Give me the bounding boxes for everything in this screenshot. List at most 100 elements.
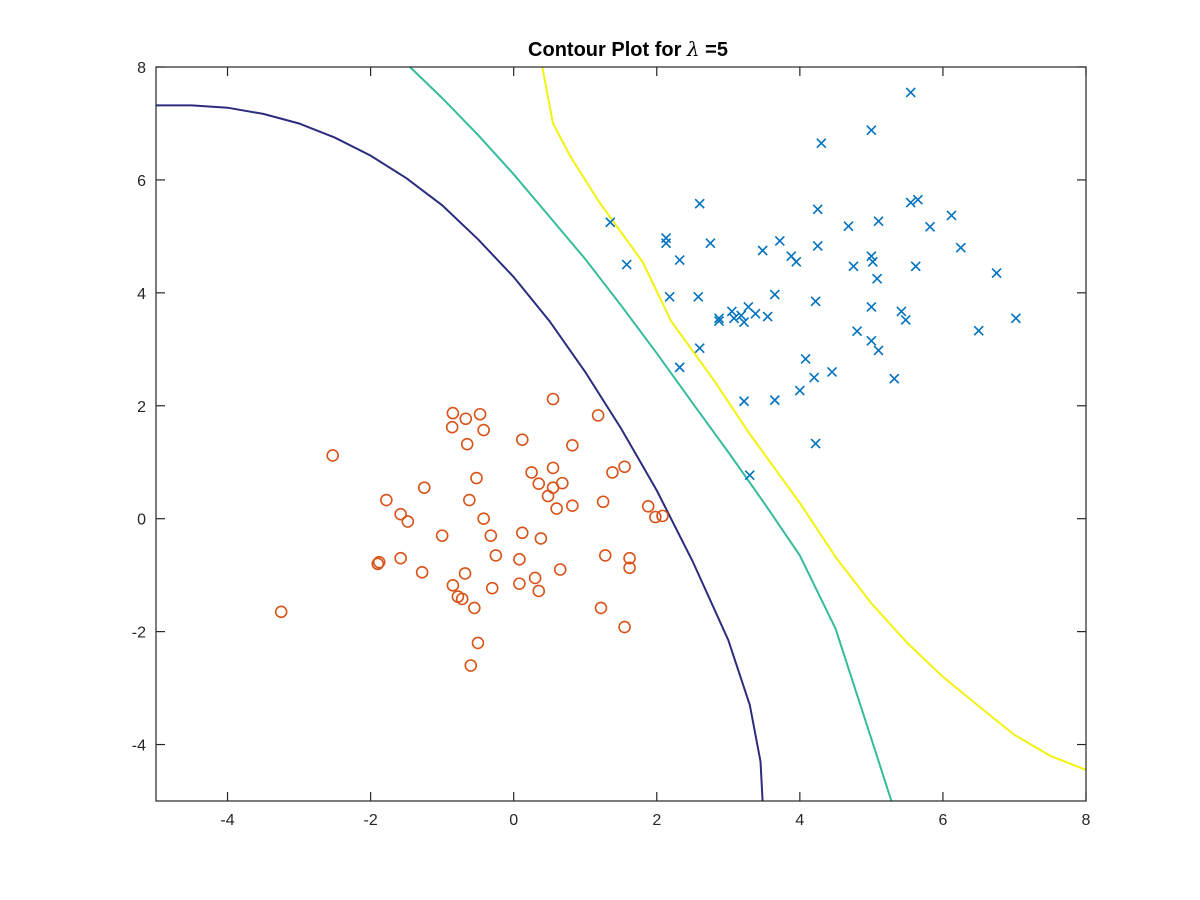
- circle-marker: [546, 461, 560, 475]
- x-marker: [769, 289, 780, 300]
- x-marker: [794, 385, 805, 396]
- x-marker: [889, 373, 900, 384]
- x-marker: [848, 261, 859, 272]
- x-tick-label: 6: [938, 812, 947, 829]
- x-marker: [912, 194, 923, 205]
- x-marker: [621, 259, 632, 270]
- axes-box: [155, 66, 1087, 802]
- contour-line-1: [156, 104, 764, 802]
- x-marker: [1010, 313, 1021, 324]
- circle-marker: [473, 407, 487, 421]
- x-marker: [713, 313, 725, 324]
- circle-marker: [541, 489, 555, 503]
- circle-marker: [394, 551, 407, 565]
- x-marker: [694, 198, 705, 209]
- x-marker: [867, 256, 878, 267]
- x-marker: [826, 366, 838, 377]
- circle-marker: [435, 529, 449, 542]
- axis-ticks: -4 -2 0 2 4 6 8 -4 -2 0 2 4 6 8: [132, 60, 1091, 829]
- x-marker: [738, 396, 750, 407]
- circle-marker: [394, 507, 407, 521]
- circle-marker: [623, 551, 636, 565]
- x-marker: [744, 470, 755, 481]
- circle-marker: [468, 601, 481, 615]
- circle-marker: [546, 392, 560, 406]
- circle-marker: [656, 509, 669, 523]
- x-marker: [973, 325, 984, 336]
- circle-marker: [446, 579, 460, 592]
- x-tick-label: 0: [509, 812, 518, 829]
- circle-marker: [458, 567, 472, 580]
- circle-marker: [513, 553, 526, 566]
- x-marker: [661, 238, 672, 249]
- circle-marker: [532, 477, 546, 490]
- circle-marker: [525, 466, 538, 479]
- x-marker: [866, 335, 877, 346]
- x-marker: [905, 197, 916, 208]
- x-marker: [896, 306, 907, 317]
- circle-marker: [528, 571, 542, 585]
- x-marker: [905, 87, 916, 98]
- x-tick-label: 2: [652, 812, 661, 829]
- x-marker: [946, 210, 957, 221]
- x-marker: [812, 240, 823, 252]
- circle-marker: [513, 577, 526, 590]
- x-marker: [713, 316, 725, 327]
- x-marker: [955, 242, 966, 253]
- chart-title: Contour Plot for λ =5: [528, 37, 728, 61]
- circle-marker: [477, 512, 490, 525]
- circle-marker: [515, 433, 529, 446]
- x-marker: [705, 238, 716, 249]
- x-marker: [873, 345, 884, 356]
- circle-marker: [566, 438, 579, 452]
- title-prefix: Contour Plot for: [528, 39, 687, 61]
- x-marker: [738, 317, 750, 328]
- x-marker: [816, 138, 827, 149]
- circle-marker: [446, 406, 460, 420]
- x-marker: [762, 311, 773, 322]
- circle-marker: [371, 557, 385, 571]
- circle-marker: [596, 495, 610, 509]
- x-marker: [736, 310, 747, 321]
- x-marker: [694, 343, 705, 354]
- contour-line-3: [541, 66, 1087, 771]
- x-marker: [810, 296, 821, 307]
- x-marker: [664, 291, 675, 302]
- x-marker: [661, 233, 672, 244]
- x-tick-label: -4: [220, 812, 234, 829]
- y-tick-label: 8: [137, 60, 146, 77]
- x-marker: [866, 125, 877, 136]
- circle-marker: [463, 493, 476, 507]
- circle-marker: [326, 449, 340, 462]
- x-marker: [605, 217, 616, 228]
- circle-marker: [606, 466, 619, 479]
- circle-marker: [489, 549, 503, 562]
- circle-marker: [649, 510, 662, 524]
- contour-lines: [156, 66, 1087, 802]
- circle-marker: [641, 499, 655, 513]
- circle-marker: [566, 499, 579, 513]
- circle-marker: [598, 549, 612, 562]
- x-marker: [852, 326, 863, 337]
- x-marker: [757, 245, 768, 256]
- y-tick-label: 6: [137, 173, 146, 190]
- circle-marker: [459, 412, 473, 426]
- circle-marker: [401, 515, 415, 528]
- circle-marker: [380, 493, 393, 507]
- y-tick-label: -2: [132, 625, 146, 642]
- x-marker: [726, 306, 737, 317]
- x-marker: [991, 268, 1002, 279]
- circle-marker: [417, 481, 431, 494]
- circle-marker: [477, 423, 490, 437]
- circle-marker: [470, 471, 483, 485]
- y-tick-label: 2: [137, 399, 146, 416]
- x-marker: [809, 372, 820, 383]
- x-marker: [774, 235, 785, 246]
- x-marker: [674, 362, 685, 373]
- circle-marker: [515, 526, 529, 540]
- circle-marker: [591, 409, 605, 422]
- x-marker: [924, 221, 936, 232]
- contour-line-2: [409, 66, 893, 802]
- x-tick-label: 8: [1082, 812, 1091, 829]
